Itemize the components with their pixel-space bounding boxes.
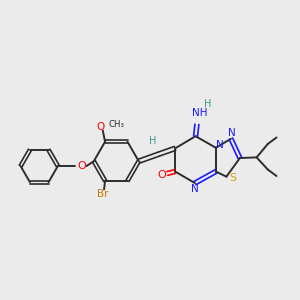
Text: H: H xyxy=(149,136,157,146)
Text: H: H xyxy=(204,99,212,109)
Text: O: O xyxy=(96,122,104,132)
Text: S: S xyxy=(229,173,236,183)
Text: N: N xyxy=(191,184,199,194)
Text: O: O xyxy=(157,170,166,180)
Text: O: O xyxy=(77,161,86,171)
Text: CH₃: CH₃ xyxy=(109,120,125,129)
Text: Br: Br xyxy=(97,189,108,199)
Text: N: N xyxy=(216,140,224,149)
Text: N: N xyxy=(228,128,236,138)
Text: NH: NH xyxy=(192,108,208,118)
